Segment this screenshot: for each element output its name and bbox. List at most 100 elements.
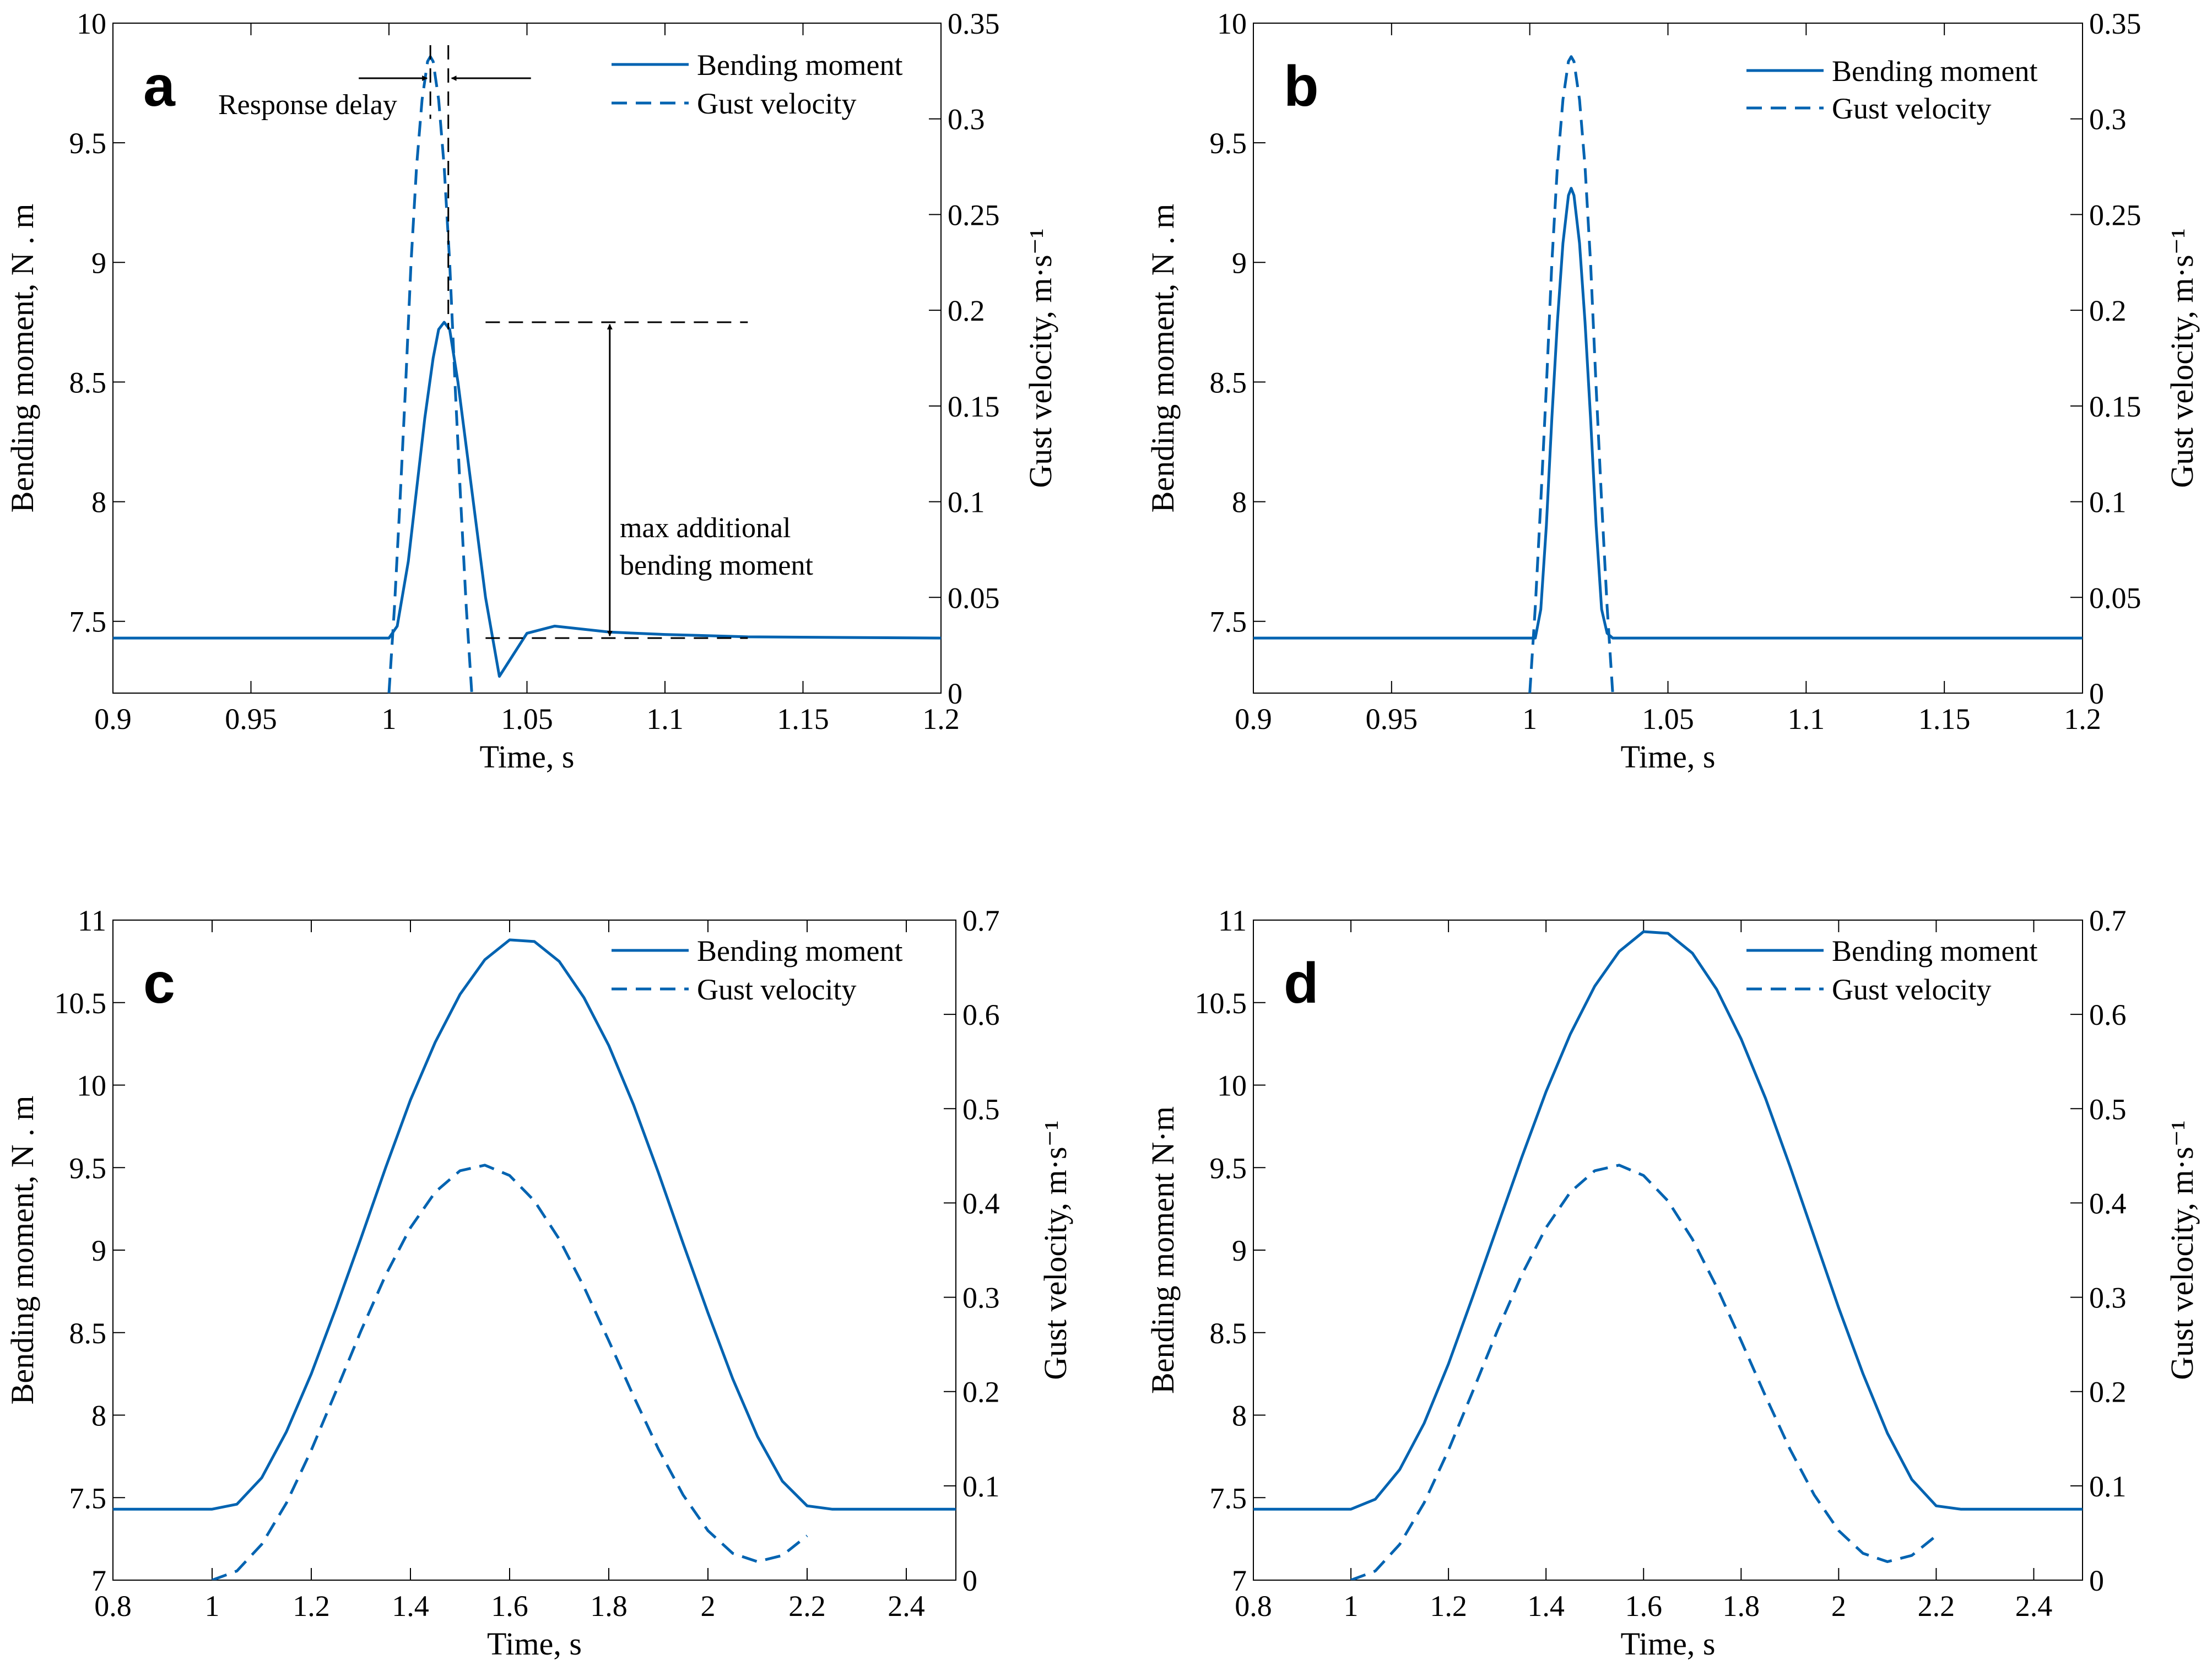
gust-velocity-line-b	[1528, 55, 1614, 693]
x-tick-label-b: 1.1	[1788, 702, 1825, 736]
y2-tick-label-b: 0.05	[2089, 581, 2141, 614]
y2-axis-label-b: Gust velocity, m·s⁻¹	[2164, 228, 2200, 488]
y-tick-label-a: 8	[91, 486, 106, 519]
x-tick-label-d: 2	[1831, 1590, 1846, 1623]
y-tick-label-d: 8.5	[1210, 1317, 1247, 1350]
x-tick-label-a: 1.05	[501, 702, 553, 736]
x-tick-label-c: 2	[701, 1590, 716, 1623]
y-axis-label-c: Bending moment, N . m	[4, 1096, 40, 1405]
y-axis-label-d: Bending moment N·m	[1145, 1106, 1181, 1394]
y-tick-label-c: 11	[78, 904, 106, 937]
y-tick-label-a: 8.5	[69, 366, 107, 399]
y2-tick-label-d: 0.4	[2089, 1187, 2127, 1220]
x-tick-label-c: 1.8	[590, 1590, 628, 1623]
x-tick-label-d: 2.4	[2015, 1590, 2053, 1623]
x-tick-label-d: 1.2	[1430, 1590, 1467, 1623]
y2-tick-label-d: 0.2	[2089, 1376, 2127, 1409]
y-tick-label-a: 9.5	[69, 127, 107, 160]
y-tick-label-b: 8	[1232, 486, 1247, 519]
y-tick-label-d: 9	[1232, 1234, 1247, 1267]
y-tick-label-c: 10.5	[55, 987, 107, 1020]
legend-label-gust-velocity-d: Gust velocity	[1832, 973, 1991, 1006]
y2-tick-label-a: 0.1	[948, 486, 985, 519]
y-tick-label-d: 11	[1218, 904, 1247, 937]
x-axis-label-b: Time, s	[1621, 739, 1716, 775]
max-additional-label-line1: max additional	[620, 512, 791, 544]
x-tick-label-d: 1.4	[1527, 1590, 1565, 1623]
y2-tick-label-c: 0.2	[962, 1376, 1000, 1409]
x-tick-label-a: 0.9	[94, 702, 132, 736]
y-tick-label-d: 8	[1232, 1399, 1247, 1432]
y2-tick-label-c: 0.1	[962, 1470, 1000, 1503]
x-tick-label-b: 0.95	[1366, 702, 1418, 736]
legend-label-bending-moment-b: Bending moment	[1832, 55, 2037, 88]
y2-tick-label-b: 0.15	[2089, 390, 2141, 423]
y-tick-label-b: 9	[1232, 246, 1247, 279]
y2-axis-label-a: Gust velocity, m·s⁻¹	[1023, 228, 1058, 488]
y-tick-label-c: 9	[91, 1234, 106, 1267]
y2-tick-label-c: 0.5	[962, 1093, 1000, 1126]
x-tick-label-b: 1.05	[1642, 702, 1694, 736]
y-tick-label-d: 10	[1217, 1069, 1247, 1102]
y-tick-label-d: 7.5	[1210, 1482, 1247, 1515]
gust-velocity-line-c	[212, 1164, 808, 1580]
bending-moment-line-c	[113, 938, 956, 1511]
y2-tick-label-a: 0	[948, 677, 962, 710]
x-tick-label-d: 1	[1344, 1590, 1359, 1623]
x-axis-label-a: Time, s	[480, 739, 575, 775]
y-tick-label-c: 8.5	[69, 1317, 107, 1350]
y2-tick-label-a: 0.05	[948, 581, 1000, 614]
y2-tick-label-b: 0	[2089, 677, 2104, 710]
y-tick-label-b: 8.5	[1210, 366, 1247, 399]
legend-label-bending-moment-a: Bending moment	[697, 48, 902, 82]
y2-tick-label-a: 0.35	[948, 7, 1000, 40]
x-axis-label-d: Time, s	[1621, 1626, 1716, 1662]
bending-moment-line-d	[1253, 930, 2083, 1511]
y2-axis-label-c: Gust velocity, m·s⁻¹	[1037, 1120, 1073, 1380]
x-tick-label-a: 0.95	[225, 702, 277, 736]
y2-tick-label-b: 0.1	[2089, 486, 2127, 519]
legend-label-gust-velocity-c: Gust velocity	[697, 973, 856, 1006]
y2-tick-label-c: 0.3	[962, 1282, 1000, 1315]
y-tick-label-a: 9	[91, 246, 106, 279]
bending-moment-line-a	[113, 321, 941, 678]
x-tick-label-c: 2.4	[888, 1590, 925, 1623]
max-additional-label-line2: bending moment	[620, 550, 814, 581]
x-tick-label-a: 1	[382, 702, 397, 736]
legend-label-bending-moment-c: Bending moment	[697, 934, 902, 967]
y2-tick-label-d: 0.5	[2089, 1093, 2127, 1126]
y-tick-label-b: 7.5	[1210, 605, 1247, 639]
y-tick-label-c: 7	[91, 1564, 106, 1597]
axes-frame-d	[1253, 920, 2083, 1581]
x-tick-label-c: 1.2	[293, 1590, 330, 1623]
y2-tick-label-c: 0.7	[962, 904, 1000, 937]
axes-frame-a	[112, 23, 942, 694]
x-axis-label-c: Time, s	[487, 1626, 582, 1662]
y2-tick-label-d: 0	[2089, 1564, 2104, 1597]
x-tick-label-c: 1.6	[491, 1590, 528, 1623]
y2-tick-label-d: 0.6	[2089, 998, 2127, 1031]
y-tick-label-d: 7	[1232, 1564, 1247, 1597]
legend-label-gust-velocity-a: Gust velocity	[697, 87, 856, 120]
y-tick-label-c: 9.5	[69, 1151, 107, 1185]
y-tick-label-c: 10	[77, 1069, 106, 1102]
x-tick-label-d: 1.8	[1723, 1590, 1760, 1623]
y2-tick-label-a: 0.15	[948, 390, 1000, 423]
y2-tick-label-b: 0.35	[2089, 7, 2141, 40]
y-tick-label-b: 10	[1217, 7, 1247, 40]
y2-tick-label-a: 0.25	[948, 198, 1000, 231]
y2-tick-label-b: 0.3	[2089, 103, 2127, 136]
y2-tick-label-d: 0.7	[2089, 904, 2127, 937]
y2-tick-label-d: 0.3	[2089, 1282, 2127, 1315]
x-tick-label-a: 1.1	[646, 702, 684, 736]
y2-tick-label-a: 0.2	[948, 294, 985, 327]
y-tick-label-c: 8	[91, 1399, 106, 1432]
y-tick-label-c: 7.5	[69, 1482, 107, 1515]
bending-moment-line-b	[1253, 187, 2083, 640]
axes-frame-c	[112, 920, 956, 1581]
x-tick-label-d: 1.6	[1625, 1590, 1662, 1623]
gust-velocity-line-d	[1350, 1164, 1937, 1580]
x-tick-label-d: 0.8	[1235, 1590, 1272, 1623]
y-axis-label-b: Bending moment, N . m	[1145, 204, 1181, 513]
panel-letter-a: a	[143, 55, 176, 118]
